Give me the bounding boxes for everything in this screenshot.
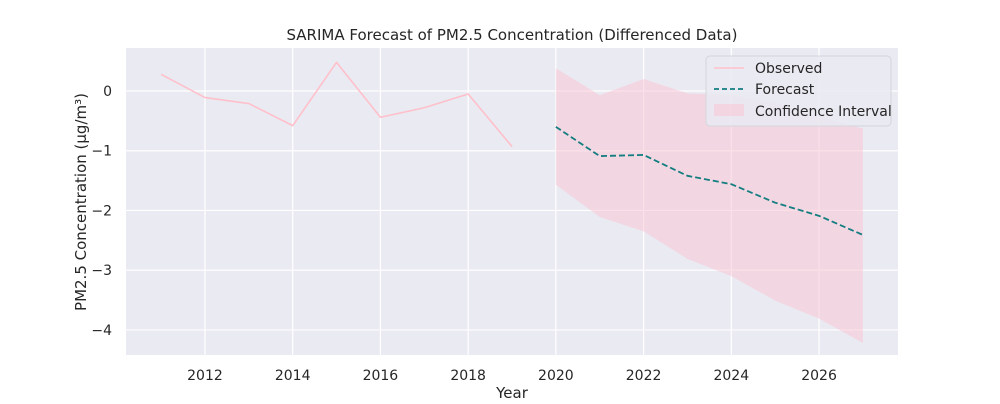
y-tick-label: −3 [91,263,112,279]
chart-title: SARIMA Forecast of PM2.5 Concentration (… [287,26,738,44]
confidence-interval-layer [555,68,863,344]
legend-forecast-label: Forecast [755,82,815,98]
legend: Observed Forecast Confidence Interval [705,55,892,127]
confidence-interval-band [555,68,863,344]
x-tick-label: 2014 [275,368,311,384]
y-tick-label: −1 [91,144,112,160]
tick-labels: 2012 2014 2016 2018 2020 2022 2024 2026 0 −1 −2 −3 −… [91,84,837,384]
legend-ci-label: Confidence Interval [755,104,892,120]
legend-ci-swatch [714,104,744,116]
legend-box [705,55,892,127]
legend-observed-label: Observed [755,61,822,77]
y-axis-label: PM2.5 Concentration (µg/m³) [72,93,90,311]
y-tick-label: −2 [91,203,112,219]
x-tick-label: 2022 [626,368,662,384]
x-tick-label: 2020 [538,368,574,384]
x-axis-label: Year [495,384,529,400]
y-tick-label: 0 [103,84,112,100]
x-tick-label: 2012 [187,368,223,384]
x-tick-label: 2024 [713,368,749,384]
series-layer [160,61,864,236]
x-tick-label: 2018 [450,368,486,384]
y-tick-label: −4 [91,323,112,339]
x-tick-label: 2016 [363,368,399,384]
x-tick-label: 2026 [801,368,837,384]
forecast-line [555,126,864,236]
observed-line [160,61,513,148]
